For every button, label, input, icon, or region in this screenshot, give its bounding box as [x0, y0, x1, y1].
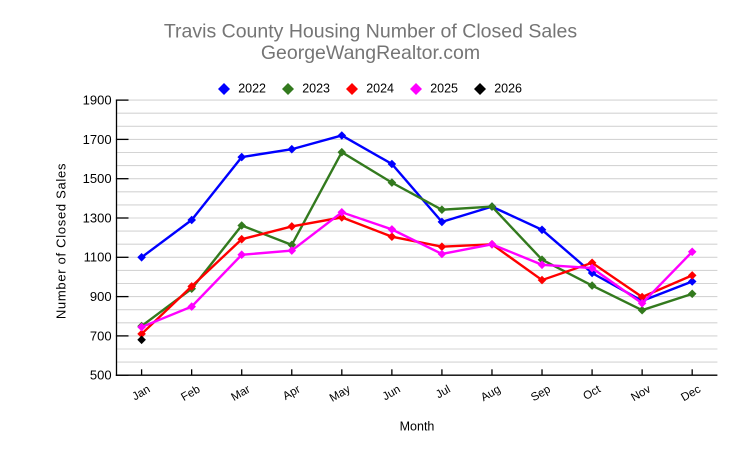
svg-text:GeorgeWangRealtor.com: GeorgeWangRealtor.com — [261, 42, 480, 64]
svg-text:2024: 2024 — [366, 82, 394, 96]
svg-text:700: 700 — [90, 328, 112, 343]
svg-text:2022: 2022 — [238, 82, 266, 96]
svg-text:1500: 1500 — [83, 171, 112, 186]
svg-text:1300: 1300 — [83, 210, 112, 225]
svg-text:1900: 1900 — [83, 93, 112, 108]
svg-text:1100: 1100 — [84, 250, 112, 265]
svg-text:2026: 2026 — [494, 82, 522, 96]
svg-text:2025: 2025 — [430, 82, 458, 96]
svg-text:1700: 1700 — [83, 132, 112, 147]
svg-text:900: 900 — [90, 289, 112, 304]
svg-text:Month: Month — [400, 420, 435, 434]
svg-text:Number of Closed Sales: Number of Closed Sales — [53, 163, 68, 319]
svg-text:2023: 2023 — [302, 82, 330, 96]
svg-text:Travis County Housing Number o: Travis County Housing Number of Closed S… — [164, 20, 578, 42]
svg-text:500: 500 — [90, 368, 112, 383]
